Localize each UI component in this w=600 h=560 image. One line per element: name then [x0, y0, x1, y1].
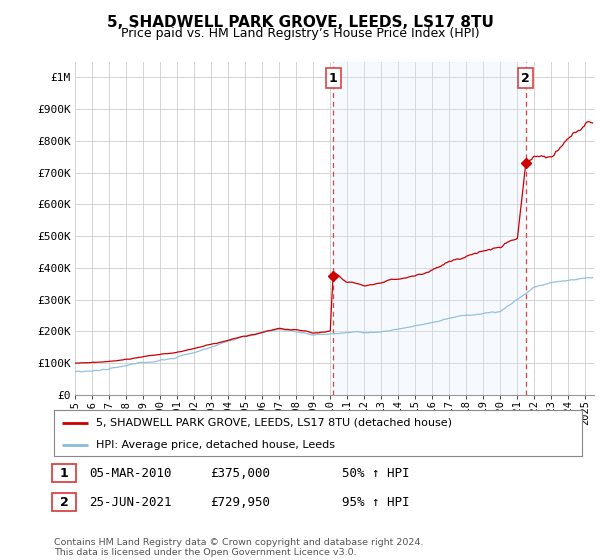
Text: Contains HM Land Registry data © Crown copyright and database right 2024.
This d: Contains HM Land Registry data © Crown c…: [54, 538, 424, 557]
Text: 05-MAR-2010: 05-MAR-2010: [89, 466, 172, 480]
Text: 2: 2: [521, 72, 530, 85]
Text: 2: 2: [60, 496, 68, 509]
Text: £729,950: £729,950: [210, 496, 270, 509]
Text: 25-JUN-2021: 25-JUN-2021: [89, 496, 172, 509]
Bar: [333, 62, 526, 395]
Text: 1: 1: [60, 466, 68, 480]
Text: 1: 1: [329, 72, 338, 85]
Text: Price paid vs. HM Land Registry’s House Price Index (HPI): Price paid vs. HM Land Registry’s House …: [121, 27, 479, 40]
Text: HPI: Average price, detached house, Leeds: HPI: Average price, detached house, Leed…: [96, 440, 335, 450]
Text: 5, SHADWELL PARK GROVE, LEEDS, LS17 8TU: 5, SHADWELL PARK GROVE, LEEDS, LS17 8TU: [107, 15, 493, 30]
Text: 50% ↑ HPI: 50% ↑ HPI: [342, 466, 409, 480]
Text: £375,000: £375,000: [210, 466, 270, 480]
Text: 95% ↑ HPI: 95% ↑ HPI: [342, 496, 409, 509]
Text: 5, SHADWELL PARK GROVE, LEEDS, LS17 8TU (detached house): 5, SHADWELL PARK GROVE, LEEDS, LS17 8TU …: [96, 418, 452, 428]
